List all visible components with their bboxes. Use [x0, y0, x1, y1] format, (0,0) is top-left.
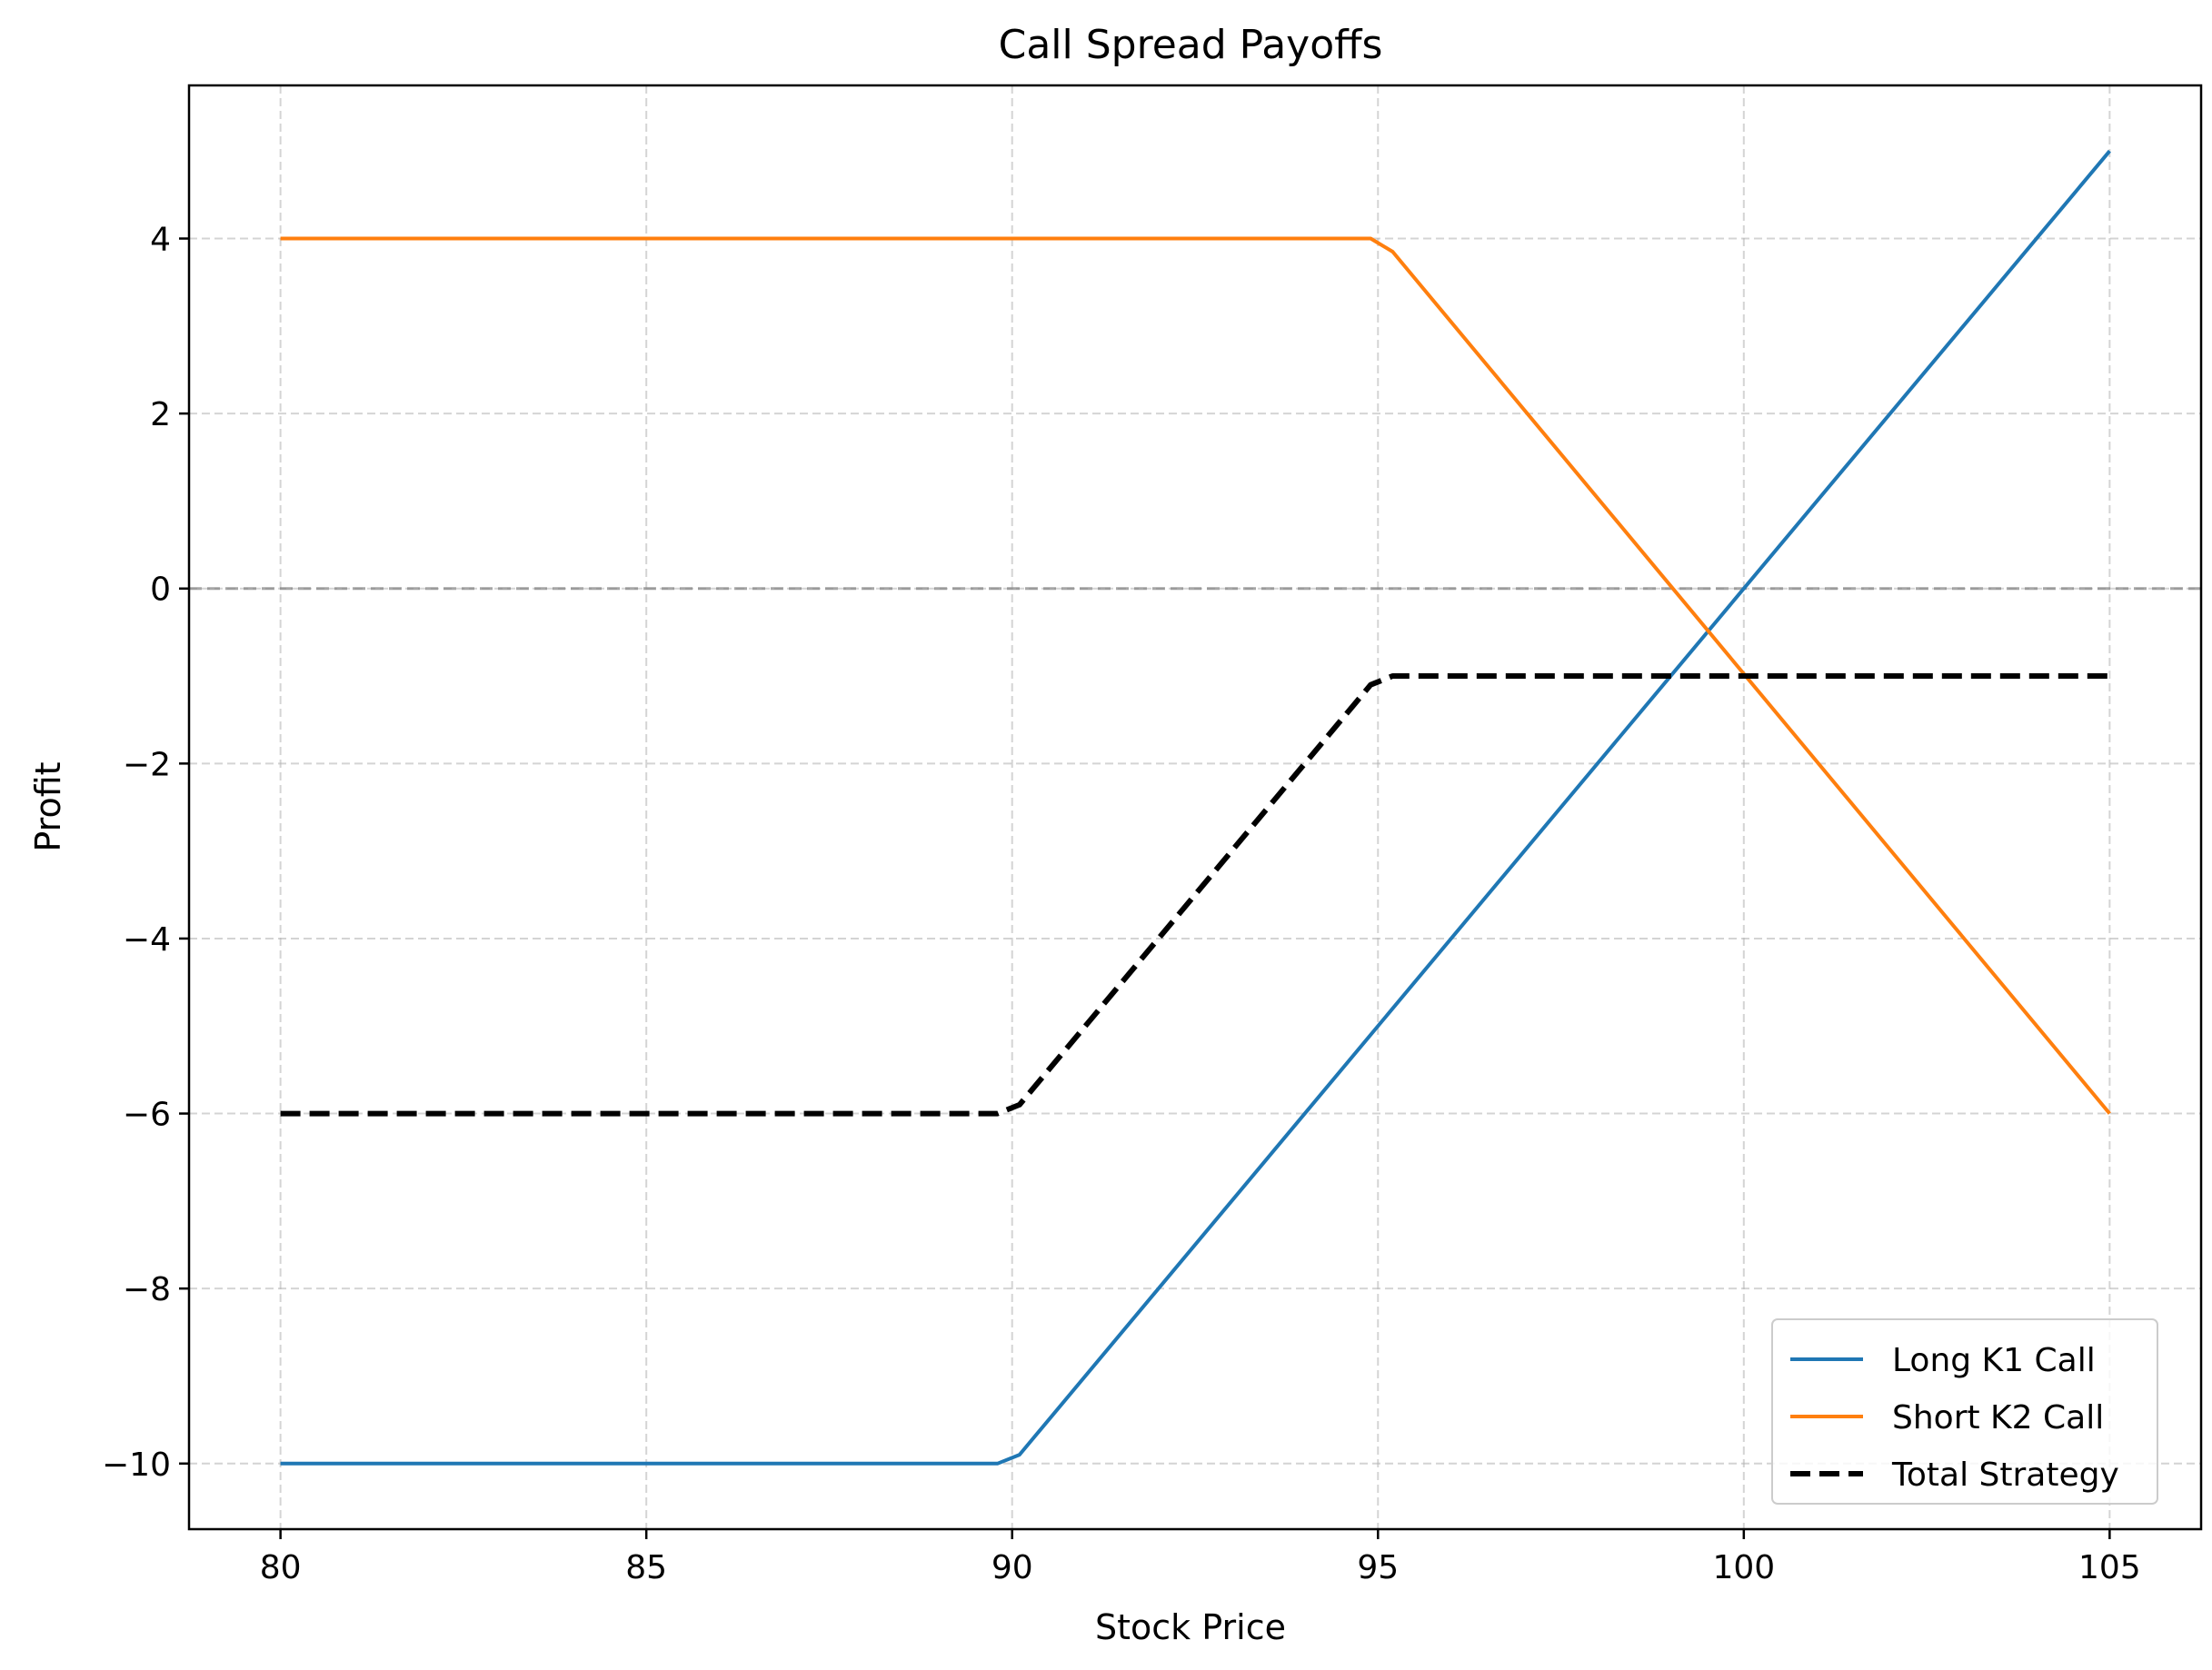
series-line-total-strategy: [280, 673, 2110, 1117]
x-tick-label: 80: [260, 1549, 302, 1586]
y-tick-label: −10: [102, 1446, 171, 1484]
x-axis-ticks: 80 85 90 95 100 105: [260, 1529, 2141, 1586]
y-tick-label: −6: [123, 1097, 171, 1134]
series-lines: [280, 149, 2111, 1466]
series-line-short-k2-call: [280, 236, 2111, 1115]
y-tick-label: 0: [150, 572, 171, 609]
legend-label: Total Strategy: [1891, 1456, 2119, 1494]
legend-items: Long K1 Call Short K2 Call Total Strategy: [1790, 1342, 2119, 1494]
y-axis-ticks: −10 −8 −6 −4 −2 0 2 4: [102, 222, 189, 1484]
x-tick-label: 105: [2078, 1549, 2141, 1586]
y-tick-label: −4: [123, 921, 171, 959]
y-tick-label: −2: [123, 746, 171, 783]
legend-label: Short K2 Call: [1892, 1399, 2104, 1436]
plot-area-frame: [187, 84, 2203, 1531]
series-line-long-k1-call: [280, 149, 2111, 1466]
chart-title: Call Spread Payoffs: [999, 22, 1383, 68]
x-tick-label: 95: [1357, 1549, 1399, 1586]
x-tick-label: 85: [625, 1549, 667, 1586]
x-tick-label: 100: [1712, 1549, 1775, 1586]
y-tick-label: 2: [150, 396, 171, 433]
legend-label: Long K1 Call: [1892, 1342, 2096, 1379]
legend-box: [1771, 1318, 2158, 1505]
x-tick-label: 90: [991, 1549, 1033, 1586]
chart-legend: Long K1 Call Short K2 Call Total Strategy: [1771, 1318, 2158, 1505]
x-axis-label: Stock Price: [1095, 1607, 1286, 1647]
y-axis-label: Profit: [28, 761, 68, 851]
y-tick-label: 4: [150, 222, 171, 259]
y-tick-label: −8: [123, 1271, 171, 1308]
